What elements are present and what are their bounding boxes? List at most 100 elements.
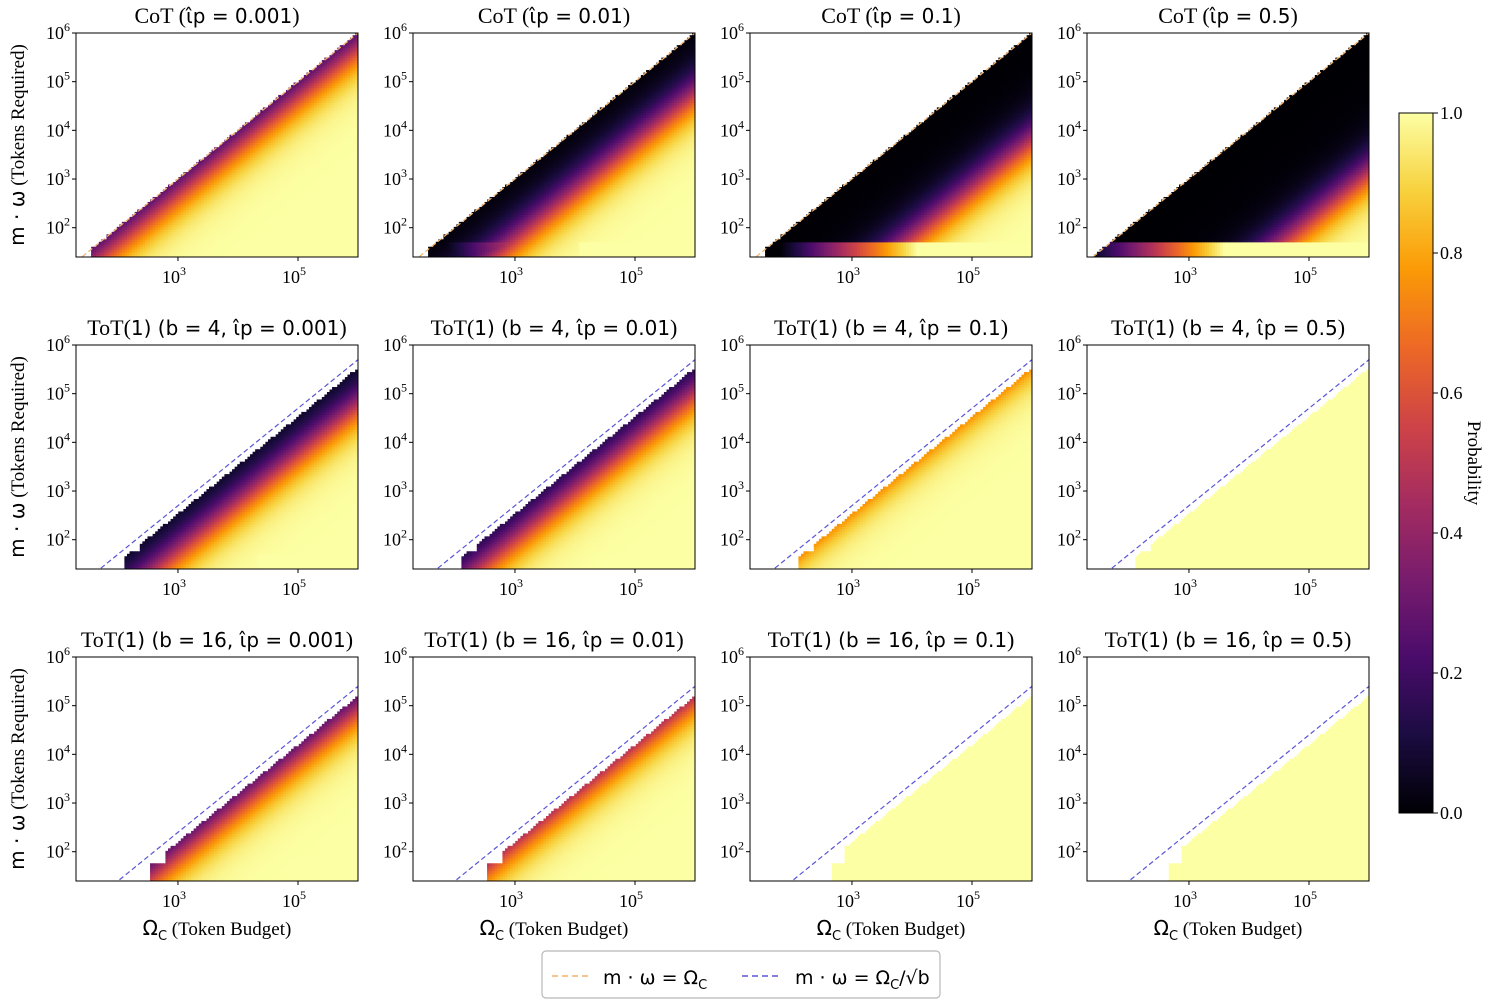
reference-line-tot xyxy=(790,685,1032,881)
panel-title: CoT (ι̂p = 0.5) xyxy=(1158,3,1298,28)
axes-frame xyxy=(412,656,696,882)
y-tick-label: 102 xyxy=(46,215,70,238)
y-axis-label: m · ω (Tokens Required) xyxy=(5,44,29,246)
y-axis-label: m · ω (Tokens Required) xyxy=(5,356,29,558)
x-tick-label: 103 xyxy=(162,888,186,911)
y-axis-label: m · ω (Tokens Required) xyxy=(5,668,29,870)
axes-frame xyxy=(75,656,359,882)
y-tick-label: 102 xyxy=(383,839,407,862)
axes-frame xyxy=(749,32,1033,258)
y-tick-label: 102 xyxy=(383,527,407,550)
colorbar-tick-label: 1.0 xyxy=(1440,103,1463,123)
x-tick-label: 105 xyxy=(282,888,306,911)
heatmap-cells xyxy=(798,369,1032,569)
x-axis-label: ΩC (Token Budget) xyxy=(1154,916,1303,944)
x-tick-label: 105 xyxy=(956,264,980,287)
y-tick-label: 103 xyxy=(720,166,744,189)
y-tick-label: 104 xyxy=(720,741,744,764)
y-tick-label: 103 xyxy=(1057,166,1081,189)
x-tick-label: 105 xyxy=(619,576,643,599)
x-tick-label: 105 xyxy=(282,264,306,287)
x-axis-label: ΩC (Token Budget) xyxy=(817,916,966,944)
axes-frame xyxy=(749,344,1033,570)
legend-entry-tot: m · ω = ΩC/√b xyxy=(795,967,930,993)
axes-frame xyxy=(749,656,1033,882)
panels-layer: 102 103 104 105 106 103 105 CoT (ι̂p = 0.001) m … xyxy=(5,3,1370,944)
panel-9: 102 103 104 105 106 103 105 ToT(1) (b = 16, ι̂p… xyxy=(5,627,359,944)
panel-title: CoT (ι̂p = 0.01) xyxy=(478,3,630,28)
x-tick-label: 105 xyxy=(619,888,643,911)
colorbar: 0.0 0.2 0.4 0.6 0.8 1.0 Probability xyxy=(1398,103,1484,823)
y-tick-label: 105 xyxy=(720,693,744,716)
x-tick-label: 103 xyxy=(836,264,860,287)
x-tick-label: 103 xyxy=(499,264,523,287)
y-tick-label: 103 xyxy=(1057,478,1081,501)
y-tick-label: 104 xyxy=(383,429,407,452)
reference-line-cot xyxy=(417,33,695,257)
y-tick-label: 103 xyxy=(383,790,407,813)
y-tick-label: 103 xyxy=(46,790,70,813)
heatmap-cells xyxy=(487,696,695,881)
legend-frame xyxy=(541,950,941,999)
heatmap-cells xyxy=(765,33,1032,257)
x-tick-label: 103 xyxy=(499,576,523,599)
axes-frame xyxy=(75,344,359,570)
y-tick-label: 102 xyxy=(383,215,407,238)
reference-line-cot xyxy=(80,33,358,257)
y-tick-label: 106 xyxy=(720,644,744,667)
y-tick-label: 103 xyxy=(383,478,407,501)
panel-title: ToT(1) (b = 4, ι̂p = 0.1) xyxy=(774,315,1008,340)
x-tick-label: 105 xyxy=(1293,576,1317,599)
reference-line-tot xyxy=(98,359,358,569)
colorbar-tick-label: 0.2 xyxy=(1440,663,1463,683)
y-tick-label: 102 xyxy=(720,215,744,238)
x-axis-label: ΩC (Token Budget) xyxy=(480,916,629,944)
y-tick-label: 105 xyxy=(1057,381,1081,404)
y-tick-label: 102 xyxy=(720,527,744,550)
y-tick-label: 106 xyxy=(383,332,407,355)
axes-frame xyxy=(75,32,359,258)
x-tick-label: 103 xyxy=(1173,264,1197,287)
y-tick-label: 105 xyxy=(46,381,70,404)
colorbar-tick-label: 0.4 xyxy=(1440,523,1463,543)
y-tick-label: 106 xyxy=(46,20,70,43)
panel-11: 102 103 104 105 106 103 105 ToT(1) (b = 16, ι̂p… xyxy=(720,627,1033,944)
heatmap-cells xyxy=(428,33,695,257)
y-tick-label: 106 xyxy=(383,20,407,43)
x-tick-label: 103 xyxy=(1173,888,1197,911)
y-tick-label: 106 xyxy=(1057,20,1081,43)
y-tick-label: 105 xyxy=(46,69,70,92)
x-tick-label: 105 xyxy=(1293,264,1317,287)
x-tick-label: 105 xyxy=(282,576,306,599)
heatmap-cells xyxy=(124,369,358,569)
y-tick-label: 105 xyxy=(720,381,744,404)
y-tick-label: 102 xyxy=(1057,839,1081,862)
y-tick-label: 102 xyxy=(1057,527,1081,550)
y-tick-label: 105 xyxy=(383,69,407,92)
reference-line-cot xyxy=(1091,33,1369,257)
y-tick-label: 104 xyxy=(1057,741,1081,764)
y-tick-label: 104 xyxy=(46,429,70,452)
y-tick-label: 105 xyxy=(1057,69,1081,92)
y-tick-label: 104 xyxy=(383,117,407,140)
y-tick-label: 103 xyxy=(46,478,70,501)
axes-frame xyxy=(1086,32,1370,258)
x-tick-label: 105 xyxy=(1293,888,1317,911)
reference-line-tot xyxy=(435,359,695,569)
y-tick-label: 105 xyxy=(383,693,407,716)
panel-title: ToT(1) (b = 4, ι̂p = 0.001) xyxy=(87,315,347,340)
x-tick-label: 103 xyxy=(162,264,186,287)
colorbar-tick-label: 0.8 xyxy=(1440,243,1463,263)
y-tick-label: 104 xyxy=(383,741,407,764)
panel-1: 102 103 104 105 106 103 105 CoT (ι̂p = 0.001) m … xyxy=(5,3,359,287)
heatmap-cells xyxy=(150,696,358,881)
y-tick-label: 105 xyxy=(383,381,407,404)
panel-5: 102 103 104 105 106 103 105 ToT(1) (b = 4, ι̂p … xyxy=(5,315,359,599)
y-tick-label: 106 xyxy=(46,644,70,667)
y-tick-label: 102 xyxy=(46,839,70,862)
x-tick-label: 105 xyxy=(956,888,980,911)
panel-10: 102 103 104 105 106 103 105 ToT(1) (b = 16, ι̂p… xyxy=(383,627,696,944)
y-tick-label: 103 xyxy=(1057,790,1081,813)
panel-7: 102 103 104 105 106 103 105 ToT(1) (b = 4, ι̂p … xyxy=(720,315,1033,599)
